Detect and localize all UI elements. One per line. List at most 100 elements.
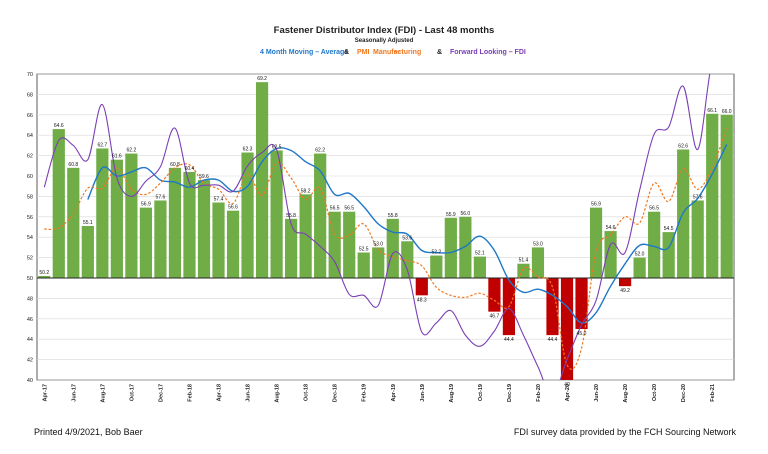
fdi-bar — [168, 167, 182, 278]
fdi-bar — [81, 225, 94, 278]
fdi-bar — [183, 171, 196, 278]
y-tick-label: 60 — [27, 174, 33, 180]
x-tick-label: Apr-18 — [217, 384, 223, 401]
legend-item-4: & — [437, 49, 442, 56]
y-tick-label: 68 — [27, 92, 33, 98]
fdi-value-label: 52.1 — [475, 251, 485, 257]
x-tick-label: Apr-19 — [391, 384, 397, 401]
y-tick-label: 40 — [27, 378, 33, 384]
legend-item-3: Manufacturing — [373, 49, 421, 56]
fdi-bar — [633, 257, 646, 278]
x-tick-label: Apr-20 — [565, 384, 571, 401]
fdi-value-label: 69.2 — [257, 76, 267, 82]
fdi-bar — [444, 217, 457, 278]
fdi-value-label: 53.0 — [373, 241, 383, 247]
fdi-value-label: 49.2 — [620, 288, 630, 294]
legend-item-2: PMI — [357, 49, 370, 56]
fdi-bar — [328, 211, 341, 278]
x-tick-label: Feb-21 — [710, 384, 716, 402]
bar-labels: 50.2 64.6 60.8 55.1 62.7 61.6 62.2 56.9 57.6 60.8… — [39, 76, 731, 388]
fdi-value-label: 62.2 — [315, 148, 325, 154]
y-tick-label: 62 — [27, 154, 33, 160]
fdi-bar — [154, 200, 167, 278]
fdi-value-label: 53.6 — [402, 235, 412, 241]
fdi-bar — [139, 207, 153, 278]
x-axis: Apr-17 Jun-17 Aug-17 Oct-17 Dec-17 Feb-18 Apr-… — [42, 384, 716, 403]
legend-item-1: & — [344, 49, 349, 56]
fdi-bar — [285, 218, 298, 278]
fdi-bar — [67, 167, 80, 278]
fdi-bar — [226, 210, 240, 278]
fdi-bar — [386, 218, 399, 278]
x-tick-label: Aug-18 — [275, 384, 281, 403]
fdi-bar — [96, 148, 109, 278]
grid-lines — [37, 73, 734, 381]
fdi-bar — [648, 211, 661, 278]
fdi-bar — [720, 114, 733, 278]
x-tick-label: Aug-19 — [449, 384, 455, 403]
y-tick-label: 58 — [27, 194, 33, 200]
fdi-bar — [691, 200, 704, 278]
footer-source: FDI survey data provided by the FCH Sour… — [513, 427, 736, 437]
x-tick-label: Feb-18 — [188, 384, 194, 402]
legend-item-0: 4 Month Moving – Average — [260, 49, 348, 56]
fdi-bar — [299, 194, 312, 278]
y-tick-label: 56 — [27, 215, 33, 221]
x-tick-label: Apr-17 — [42, 384, 48, 401]
fdi-bar — [473, 256, 486, 278]
y-tick-label: 48 — [27, 296, 33, 302]
fdi-bar — [546, 278, 559, 336]
fdi-value-label: 57.6 — [693, 194, 703, 200]
fdi-value-label: 54.5 — [664, 226, 674, 232]
fdi-bar — [314, 153, 327, 278]
fdi-value-label: 55.1 — [83, 220, 93, 226]
fdi-value-label: 64.6 — [54, 123, 64, 129]
fdi-bar — [372, 247, 385, 278]
fdi-bar — [618, 278, 632, 287]
fdi-value-label: 66.1 — [707, 108, 717, 114]
fdi-value-label: 50.2 — [39, 270, 49, 276]
footer-printed: Printed 4/9/2021, Bob Baer — [34, 427, 143, 437]
fdi-value-label: 45.0 — [577, 331, 587, 337]
fdi-bar — [575, 278, 588, 329]
fdi-value-label: 56.6 — [228, 205, 238, 211]
x-tick-label: Dec-19 — [507, 384, 513, 402]
fdi-value-label: 57.6 — [156, 194, 166, 200]
x-tick-label: Jun-17 — [71, 384, 77, 402]
fdi-bar — [343, 211, 356, 278]
fdi-bar — [52, 129, 65, 278]
fdi-bar — [531, 247, 545, 278]
fdi-value-label: 46.7 — [490, 314, 500, 320]
fdi-bar — [241, 152, 254, 278]
x-tick-label: Aug-20 — [623, 384, 629, 403]
y-axis: 40 42 44 46 48 50 52 54 56 58 60 62 64 66 68 70 — [27, 72, 33, 384]
fdi-value-label: 58.2 — [301, 188, 311, 194]
fdi-value-label: 54.6 — [606, 225, 616, 231]
fdi-value-label: 62.3 — [243, 147, 253, 153]
fdi-bars — [37, 82, 734, 380]
x-tick-label: Oct-20 — [652, 384, 658, 401]
fdi-value-label: 40 — [564, 382, 570, 388]
fdi-value-label: 60.8 — [68, 162, 78, 168]
fdi-bar — [415, 278, 428, 296]
trend-lines — [43, 74, 728, 380]
fdi-value-label: 56.0 — [460, 211, 470, 217]
fdi-value-label: 62.6 — [678, 143, 688, 149]
fdi-value-label: 62.5 — [272, 145, 282, 151]
fdi-value-label: 59.6 — [199, 174, 209, 180]
chart-legend: 4 Month Moving – Average& PMI Manufacturin… — [260, 49, 526, 56]
fdi-value-label: 61.6 — [112, 154, 122, 160]
fdi-value-label: 55.9 — [446, 212, 456, 218]
x-tick-label: Oct-17 — [129, 384, 135, 401]
fdi-value-label: 60.4 — [185, 166, 195, 172]
fdi-value-label: 56.5 — [344, 206, 354, 212]
x-tick-label: Dec-18 — [333, 384, 339, 402]
fdi-value-label: 60.8 — [170, 162, 180, 168]
fdi-bar — [197, 180, 211, 278]
fdi-bar — [459, 216, 472, 278]
fdi-bar — [488, 278, 501, 312]
moving-average-line — [87, 144, 728, 324]
fdi-value-label: 52.2 — [431, 250, 441, 256]
x-tick-label: Dec-20 — [681, 384, 687, 402]
y-tick-label: 70 — [27, 72, 33, 78]
